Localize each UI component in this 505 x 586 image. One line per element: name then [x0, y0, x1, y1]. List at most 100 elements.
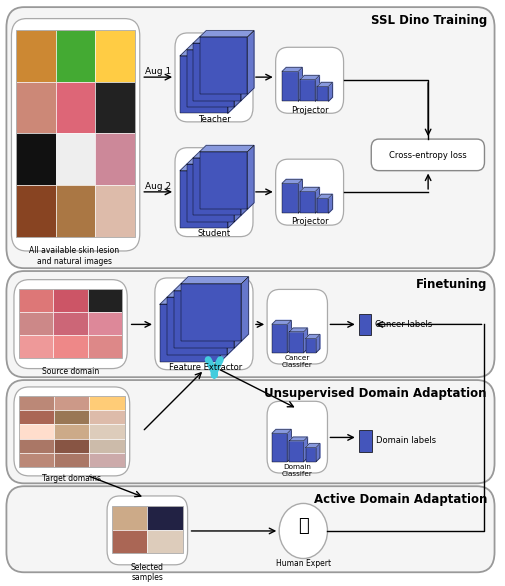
Polygon shape — [315, 188, 319, 213]
Bar — [87, 335, 122, 358]
Bar — [305, 447, 316, 462]
Text: All available skin lesion
and natural images: All available skin lesion and natural im… — [29, 246, 119, 266]
Text: Projector: Projector — [290, 106, 328, 115]
Bar — [112, 506, 147, 530]
Polygon shape — [240, 152, 247, 216]
Bar — [174, 291, 234, 348]
Bar — [87, 289, 122, 312]
Text: Projector: Projector — [290, 217, 328, 226]
Polygon shape — [220, 298, 227, 362]
Polygon shape — [298, 67, 301, 101]
Polygon shape — [299, 188, 319, 191]
Bar — [282, 183, 298, 213]
FancyBboxPatch shape — [7, 486, 493, 573]
Polygon shape — [186, 43, 240, 50]
Bar — [17, 134, 56, 185]
Polygon shape — [303, 328, 307, 353]
Bar — [167, 298, 227, 355]
Bar — [89, 424, 124, 438]
Text: Finetuning: Finetuning — [415, 278, 486, 291]
Text: Aug 1: Aug 1 — [145, 67, 171, 76]
Polygon shape — [234, 158, 240, 222]
Bar — [19, 438, 54, 453]
Bar — [17, 81, 56, 134]
Polygon shape — [167, 291, 234, 298]
Bar — [160, 304, 220, 362]
Bar — [181, 284, 241, 341]
Polygon shape — [234, 284, 241, 348]
Text: Cross-entropy loss: Cross-entropy loss — [388, 151, 466, 159]
Bar — [19, 312, 54, 335]
Bar — [19, 335, 54, 358]
Bar — [54, 453, 89, 467]
Polygon shape — [305, 444, 319, 447]
Bar — [54, 289, 87, 312]
Text: Cancer
Classifer: Cancer Classifer — [281, 355, 312, 368]
Bar — [147, 506, 182, 530]
Polygon shape — [272, 430, 291, 433]
Bar — [17, 30, 134, 237]
Bar — [358, 430, 372, 452]
Polygon shape — [227, 291, 234, 355]
Polygon shape — [315, 76, 319, 101]
Polygon shape — [282, 179, 301, 183]
Polygon shape — [317, 82, 332, 86]
Bar — [89, 453, 124, 467]
Bar — [95, 185, 134, 237]
Polygon shape — [234, 43, 240, 107]
Bar — [17, 30, 56, 81]
Polygon shape — [199, 30, 254, 37]
Polygon shape — [247, 30, 254, 94]
Bar — [54, 438, 89, 453]
Polygon shape — [193, 37, 247, 43]
FancyBboxPatch shape — [155, 278, 252, 370]
Bar — [193, 158, 240, 216]
Polygon shape — [303, 437, 307, 462]
FancyBboxPatch shape — [267, 401, 327, 473]
Polygon shape — [316, 444, 319, 462]
Bar — [19, 289, 54, 312]
Bar — [19, 396, 54, 410]
Polygon shape — [298, 179, 301, 213]
Circle shape — [279, 503, 327, 558]
Text: Human Expert: Human Expert — [275, 559, 330, 568]
Text: Domain
Classifer: Domain Classifer — [281, 464, 312, 477]
Bar — [19, 424, 54, 438]
FancyBboxPatch shape — [14, 387, 129, 476]
Bar — [54, 335, 87, 358]
FancyBboxPatch shape — [175, 148, 252, 237]
Bar — [186, 164, 234, 222]
FancyBboxPatch shape — [371, 139, 483, 171]
Bar — [180, 56, 227, 113]
Polygon shape — [174, 284, 241, 291]
FancyBboxPatch shape — [7, 271, 493, 377]
Polygon shape — [289, 328, 307, 332]
Bar — [19, 453, 54, 467]
FancyBboxPatch shape — [7, 7, 493, 268]
Polygon shape — [160, 298, 227, 304]
Bar — [95, 81, 134, 134]
Text: Feature Extractor: Feature Extractor — [168, 363, 241, 372]
Polygon shape — [227, 164, 234, 228]
Bar — [19, 289, 122, 358]
FancyBboxPatch shape — [267, 289, 327, 364]
Bar — [87, 312, 122, 335]
Bar — [17, 185, 56, 237]
Polygon shape — [282, 67, 301, 71]
Polygon shape — [289, 437, 307, 441]
Bar — [299, 191, 315, 213]
Bar — [95, 30, 134, 81]
Bar — [19, 396, 124, 467]
Bar — [54, 410, 89, 424]
FancyBboxPatch shape — [275, 47, 343, 113]
Text: Active Domain Adaptation: Active Domain Adaptation — [313, 493, 486, 506]
FancyBboxPatch shape — [7, 380, 493, 483]
Bar — [54, 424, 89, 438]
Bar — [56, 134, 95, 185]
Text: 🏥: 🏥 — [297, 517, 308, 536]
Bar — [199, 37, 247, 94]
Polygon shape — [181, 277, 248, 284]
Polygon shape — [317, 194, 332, 198]
Text: SSL Dino Training: SSL Dino Training — [370, 14, 486, 27]
FancyBboxPatch shape — [275, 159, 343, 225]
